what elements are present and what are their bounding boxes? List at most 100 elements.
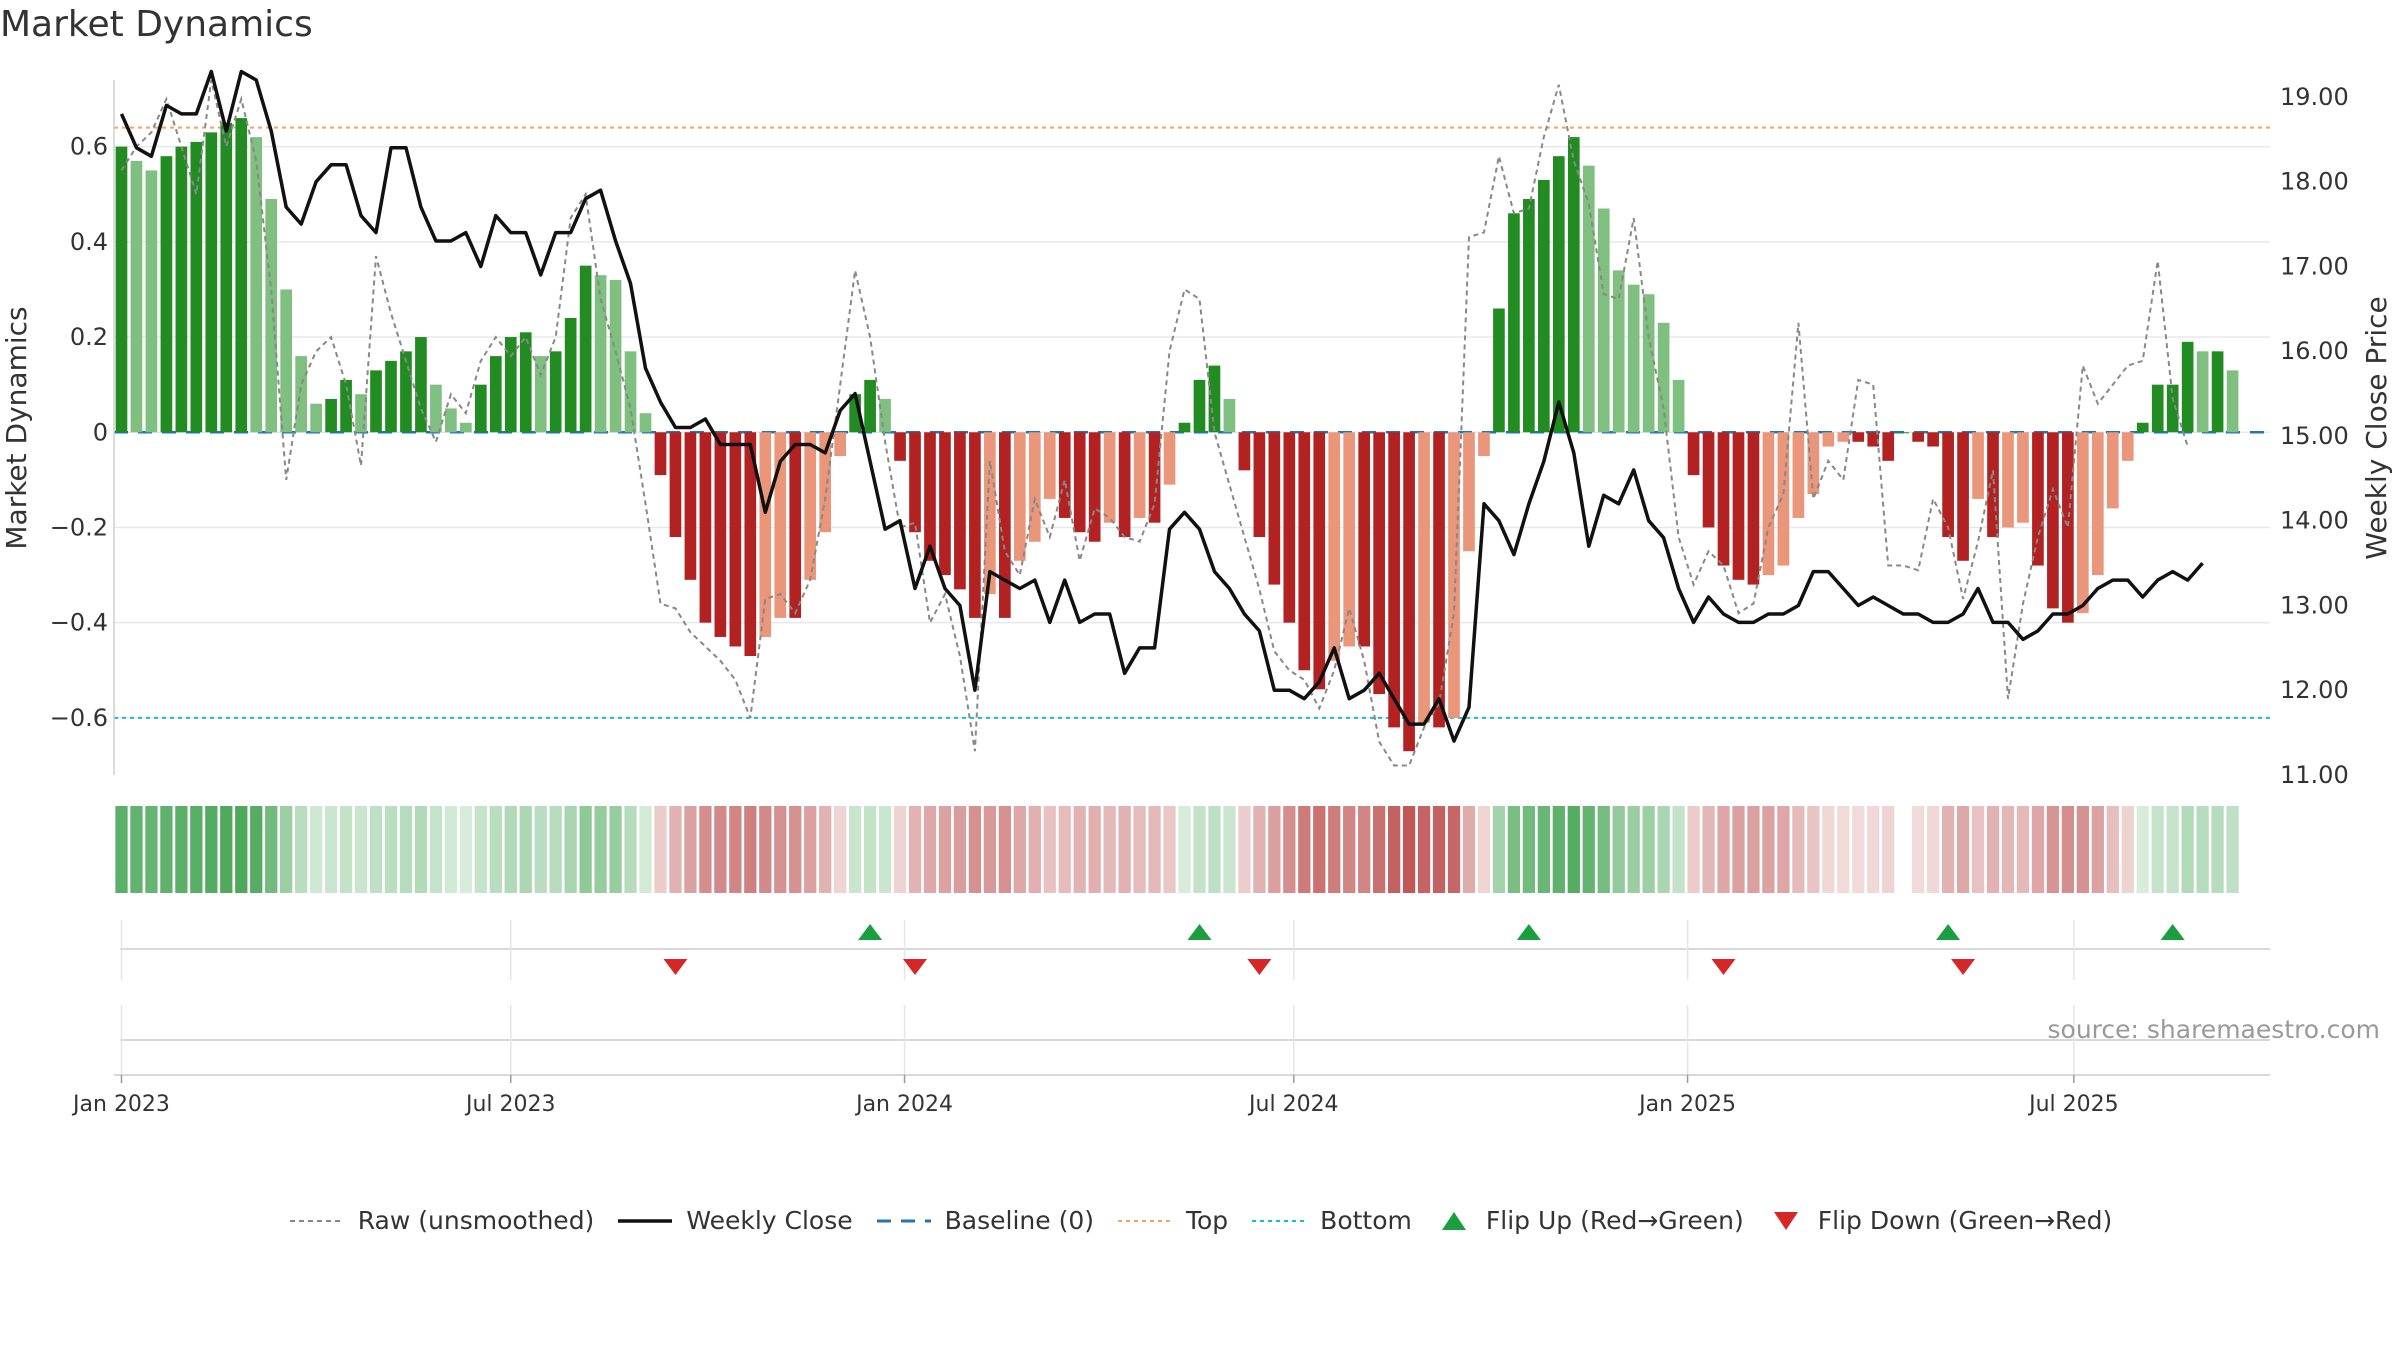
dynamics-bar (295, 356, 307, 432)
regime-cell (2002, 806, 2014, 893)
regime-cell (1643, 806, 1655, 893)
legend-item-raw: Raw (unsmoothed) (288, 1206, 595, 1235)
dynamics-bar (1254, 432, 1266, 537)
regime-cell (909, 806, 921, 893)
dynamics-bar (954, 432, 966, 589)
regime-cell (1059, 806, 1071, 893)
regime-cell (1583, 806, 1595, 893)
regime-cell (2211, 806, 2223, 893)
dynamics-bar (1089, 432, 1101, 541)
y2-tick-label: 17.00 (2280, 252, 2349, 280)
dynamics-bar (535, 356, 547, 432)
dynamics-bar (1793, 432, 1805, 518)
dynamics-bar (685, 432, 697, 580)
dynamics-bar (1164, 432, 1176, 484)
regime-cell (1313, 806, 1325, 893)
dynamics-bar (2002, 432, 2014, 527)
y2-tick-label: 18.00 (2280, 168, 2349, 196)
regime-cell (834, 806, 846, 893)
dynamics-bar (789, 432, 801, 618)
regime-cell (175, 806, 187, 893)
dynamics-bar (909, 432, 921, 532)
regime-cell (1822, 806, 1834, 893)
dynamics-bar (1568, 137, 1580, 432)
regime-cell (1568, 806, 1580, 893)
dynamics-bar (1104, 432, 1116, 522)
regime-cell (280, 806, 292, 893)
regime-cell (1702, 806, 1714, 893)
regime-cell (220, 806, 232, 893)
dynamics-bar (2077, 432, 2089, 613)
flip-down-marker (1247, 959, 1271, 975)
dynamics-bar (1433, 432, 1445, 727)
flip-down-marker (1951, 959, 1975, 975)
dynamics-bar (999, 432, 1011, 618)
dynamics-bar (670, 432, 682, 537)
dynamics-bar (1388, 432, 1400, 727)
legend-item-top: Top (1116, 1206, 1228, 1235)
regime-cell (145, 806, 157, 893)
regime-cell (1074, 806, 1086, 893)
regime-cell (579, 806, 591, 893)
regime-cell (1927, 806, 1939, 893)
regime-cell (1523, 806, 1535, 893)
dynamics-bar (220, 123, 232, 432)
regime-cell (310, 806, 322, 893)
dynamics-bar (1628, 285, 1640, 433)
regime-cell (1657, 806, 1669, 893)
legend-label-top: Top (1186, 1206, 1228, 1235)
legend-label-flip-up: Flip Up (Red→Green) (1486, 1206, 1744, 1235)
dynamics-bar (1553, 156, 1565, 432)
regime-cell (654, 806, 666, 893)
dynamics-bar (1044, 432, 1056, 499)
dynamics-bar (1852, 432, 1864, 442)
regime-cell (1328, 806, 1340, 893)
dynamics-bar (1418, 432, 1430, 722)
regime-cell (1762, 806, 1774, 893)
dynamics-bar (116, 147, 128, 433)
dynamics-bar (1328, 432, 1340, 660)
regime-cell (1867, 806, 1879, 893)
regime-cell (879, 806, 891, 893)
flip-up-marker (1187, 924, 1211, 940)
dynamics-bar (1927, 432, 1939, 446)
dynamics-bar (1298, 432, 1310, 670)
regime-cell (1508, 806, 1520, 893)
dynamics-bar (2182, 342, 2194, 432)
x-axis: Jan 2023 Jul 2023 Jan 2024 Jul 2024 Jan 2025… (71, 1075, 2270, 1117)
regime-cell (1014, 806, 1026, 893)
regime-cell (1732, 806, 1744, 893)
dynamics-bars (116, 118, 2239, 751)
regime-cell (1373, 806, 1385, 893)
regime-cell (2092, 806, 2104, 893)
dynamics-bar (1313, 432, 1325, 689)
dynamics-bar (430, 385, 442, 433)
regime-cell (565, 806, 577, 893)
regime-cell (774, 806, 786, 893)
y-tick-label: 0 (93, 418, 108, 446)
dynamics-bar (1882, 432, 1894, 461)
dynamics-bar (176, 147, 188, 433)
regime-cell (804, 806, 816, 893)
regime-cell (714, 806, 726, 893)
regime-cell (370, 806, 382, 893)
regime-cell (1598, 806, 1610, 893)
regime-cell (295, 806, 307, 893)
y-axis-left: 0.60.40.20−0.2−0.4−0.6 (50, 80, 114, 775)
legend-flip-down-icon (1766, 1209, 1806, 1233)
regime-cell (1882, 806, 1894, 893)
regime-cell (1238, 806, 1250, 893)
regime-cell (1148, 806, 1160, 893)
y-tick-label: −0.4 (50, 609, 108, 637)
dynamics-bar (1748, 432, 1760, 584)
flip-down-marker (663, 959, 687, 975)
y2-tick-label: 19.00 (2280, 83, 2349, 111)
regime-cell (1403, 806, 1415, 893)
dynamics-bar (1209, 366, 1221, 433)
dynamics-bar (146, 170, 158, 432)
dynamics-bar (2017, 432, 2029, 522)
regime-cell (1029, 806, 1041, 893)
dynamics-bar (565, 318, 577, 432)
regime-cell (1837, 806, 1849, 893)
regime-cell (535, 806, 547, 893)
